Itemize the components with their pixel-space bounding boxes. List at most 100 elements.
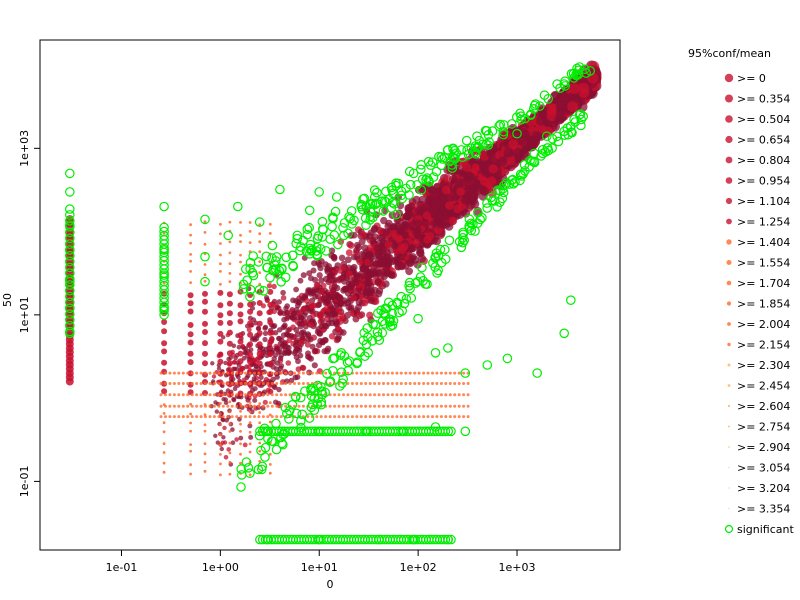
data-point [247,358,254,365]
significant-point [574,62,585,72]
data-point [448,216,458,226]
data-point [448,415,452,419]
y-tick-label: 1e-01 [18,466,31,498]
data-point [258,374,264,380]
data-point [162,451,166,454]
data-point [159,415,163,419]
data-point [361,244,369,252]
data-point [172,415,176,419]
significant-point [449,145,460,156]
data-point [234,437,239,442]
data-point [395,382,399,385]
data-point [448,371,452,375]
data-point [325,320,332,327]
significant-point [309,393,320,403]
data-point [235,404,239,408]
significant-point [256,464,267,475]
significant-point [300,386,310,396]
data-point [284,382,288,385]
significant-point [369,185,380,195]
data-point [248,401,252,404]
data-point [248,382,252,385]
significant-point [511,112,522,122]
data-point [248,393,252,397]
data-point [172,404,176,408]
data-point [337,371,341,375]
significant-point [344,356,355,366]
data-point [248,347,254,353]
data-point [382,228,390,236]
data-point [439,382,443,385]
significant-point [466,218,476,229]
data-point [248,415,252,419]
data-point [359,265,367,273]
data-point [334,262,342,269]
data-point [453,393,457,397]
data-point [181,371,185,375]
data-point [168,415,172,419]
data-point [254,336,260,342]
legend-marker [727,404,731,408]
data-point [395,393,399,397]
data-point [390,382,394,385]
significant-point [516,171,527,181]
data-point [347,242,355,249]
data-point [217,302,224,309]
significant-point [346,206,357,216]
significant-point [65,227,75,238]
legend-entry: >= 1.854 [737,298,790,311]
data-point [368,371,372,375]
data-point [253,415,256,419]
data-point [186,371,190,375]
legend-entry: >= 3.354 [737,503,790,516]
data-point [261,404,265,408]
data-point [382,393,385,397]
data-point [468,185,478,195]
data-point [270,371,274,375]
legend-entry: >= 3.054 [737,462,790,475]
data-point [285,327,292,334]
data-point [422,393,426,397]
data-point [282,322,288,329]
data-point [413,404,417,408]
data-point [219,412,222,416]
data-point [439,393,443,397]
data-point [284,310,290,316]
data-point [237,311,244,318]
data-point [462,371,466,375]
data-point [217,382,221,385]
legend-marker [726,280,732,286]
data-point [335,326,343,333]
significant-point [318,224,328,235]
significant-point [552,131,562,142]
data-point [195,404,199,408]
significant-point [277,438,287,449]
significant-point [387,320,398,330]
y-axis-label: 50 [1,293,14,307]
data-point [258,449,262,453]
significant-point [282,408,292,419]
data-point [275,415,279,419]
significant-point [565,295,576,305]
data-point [202,308,208,315]
significant-point [460,368,471,378]
significant-point [417,262,427,273]
data-point [319,371,323,375]
data-point [413,260,422,269]
legend-marker [724,73,734,83]
data-point [248,450,252,454]
data-point [243,346,249,351]
data-point [244,393,248,397]
data-point [177,404,181,408]
data-point [431,382,434,385]
data-point [226,415,230,419]
data-point [390,415,394,419]
significant-point [492,202,502,212]
data-point [267,388,274,395]
significant-point [312,249,322,260]
data-point [266,382,270,385]
data-point [239,272,242,276]
data-point [262,330,269,336]
data-point [187,292,194,299]
data-point [226,404,230,408]
